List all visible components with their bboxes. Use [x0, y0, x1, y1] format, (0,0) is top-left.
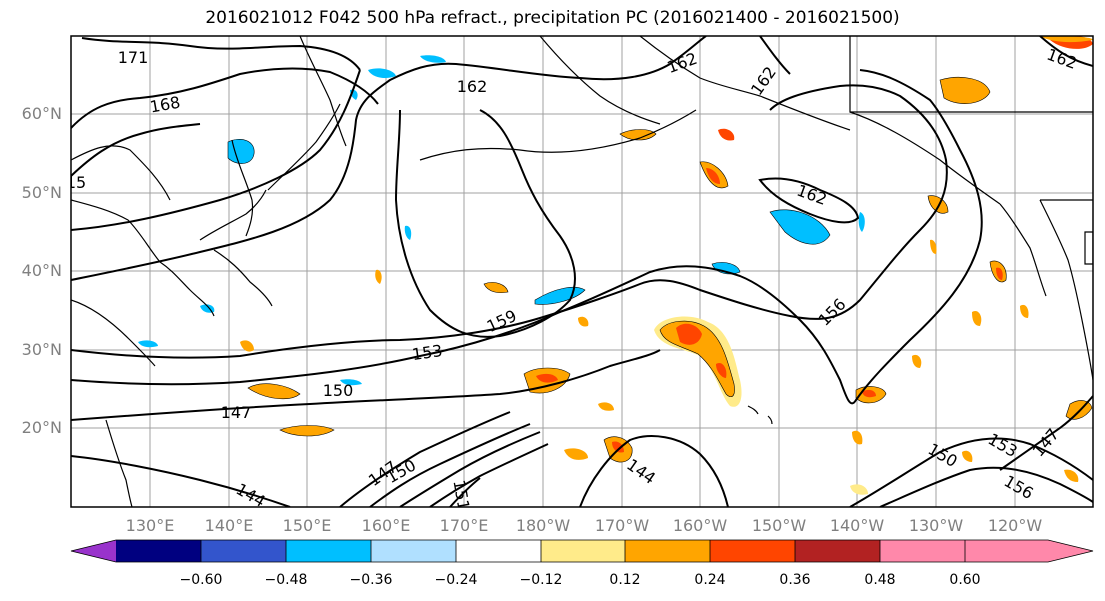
colorbar-tick-label: 0.24: [694, 572, 726, 588]
contour-label: 162: [665, 49, 700, 77]
colorbar-swatch: [456, 540, 541, 562]
colorbar-extend-low: [71, 540, 116, 562]
colorbar-tick-label: −0.24: [434, 572, 478, 588]
lon-label: 170°E: [439, 516, 489, 535]
colorbar: [70, 539, 1094, 563]
lat-label: 30°N: [21, 340, 62, 359]
lon-label: 130°W: [908, 516, 964, 535]
colorbar-tick-label: −0.48: [264, 572, 308, 588]
lon-label: 170°W: [594, 516, 650, 535]
lon-label: 120°W: [987, 516, 1043, 535]
lon-label: 140°E: [204, 516, 254, 535]
colorbar-tick-label: −0.60: [179, 572, 223, 588]
lat-label: 50°N: [21, 183, 62, 202]
contour-label: 144: [623, 455, 659, 488]
gridlines: [71, 36, 1093, 507]
colorbar-tick-label: 0.48: [864, 572, 896, 588]
colorbar-swatch: [116, 540, 201, 562]
colorbar-tick-label: −0.12: [519, 572, 563, 588]
lon-label: 140°W: [829, 516, 885, 535]
lat-label: 60°N: [21, 104, 62, 123]
contour-label: 150: [323, 381, 354, 400]
colorbar-swatch: [371, 540, 456, 562]
colorbar-swatch: [541, 540, 625, 562]
contour-label: 156: [1001, 471, 1037, 503]
contour-label: 147: [221, 403, 252, 422]
contour-labels: 171 168 162 162 162 162 162 159 156 153 …: [66, 45, 1079, 511]
contour-label: 156: [815, 295, 850, 330]
colorbar-swatch: [625, 540, 710, 562]
contour-label: 171: [118, 48, 149, 67]
colorbar-swatch: [880, 540, 965, 562]
contour-label: 162: [1044, 45, 1079, 73]
lat-label: 20°N: [21, 418, 62, 437]
precipitation-shading: [138, 36, 1093, 495]
lon-label: 160°E: [361, 516, 411, 535]
lon-label: 130°E: [125, 516, 175, 535]
map-title: 2016021012 F042 500 hPa refract., precip…: [205, 8, 900, 28]
contour-label: 168: [148, 93, 181, 117]
lon-label: 150°E: [282, 516, 332, 535]
colorbar-swatch: [795, 540, 880, 562]
colorbar-swatch: [710, 540, 795, 562]
contour-label: 153: [411, 341, 444, 364]
lon-label: 160°W: [672, 516, 728, 535]
contour-label: 162: [794, 181, 829, 209]
lon-label: 180°W: [515, 516, 571, 535]
colorbar-swatch: [286, 540, 371, 562]
coastlines: [71, 36, 1093, 507]
lat-label: 40°N: [21, 261, 62, 280]
colorbar-tick-label: 0.60: [949, 572, 981, 588]
colorbar-swatch: [201, 540, 286, 562]
contour-label: 15: [66, 173, 86, 192]
map-frame: [70, 35, 1094, 508]
lon-label: 150°W: [751, 516, 807, 535]
contour-label: 162: [457, 77, 488, 96]
colorbar-tick-label: 0.12: [609, 572, 641, 588]
contour-label: 150: [925, 439, 961, 471]
colorbar-tick-label: 0.36: [779, 572, 811, 588]
colorbar-tick-label: −0.36: [349, 572, 393, 588]
refractivity-contours: [71, 36, 1093, 507]
contour-label: 151: [449, 478, 473, 511]
